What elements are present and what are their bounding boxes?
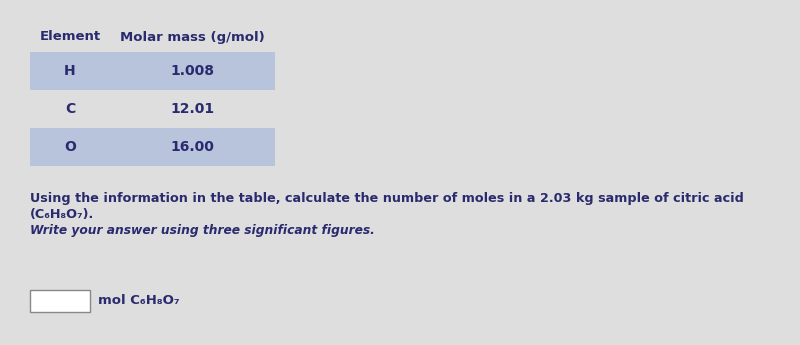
Text: 1.008: 1.008 (170, 64, 214, 78)
Bar (30, 52, 275, 90)
Text: 12.01: 12.01 (170, 102, 214, 116)
Text: Using the information in the table, calculate the number of moles in a 2.03 kg s: Using the information in the table, calc… (30, 192, 744, 205)
Bar (30, 128, 275, 166)
Text: 16.00: 16.00 (170, 140, 214, 154)
Text: (C₆H₈O₇).: (C₆H₈O₇). (30, 208, 94, 221)
Text: mol C₆H₈O₇: mol C₆H₈O₇ (98, 295, 180, 307)
Text: Element: Element (39, 30, 101, 43)
Bar (30, 90, 275, 128)
Bar (30, 290, 90, 312)
Text: O: O (64, 140, 76, 154)
Text: Write your answer using three significant figures.: Write your answer using three significan… (30, 224, 374, 237)
Text: Molar mass (g/mol): Molar mass (g/mol) (120, 30, 265, 43)
Text: C: C (65, 102, 75, 116)
Text: H: H (64, 64, 76, 78)
